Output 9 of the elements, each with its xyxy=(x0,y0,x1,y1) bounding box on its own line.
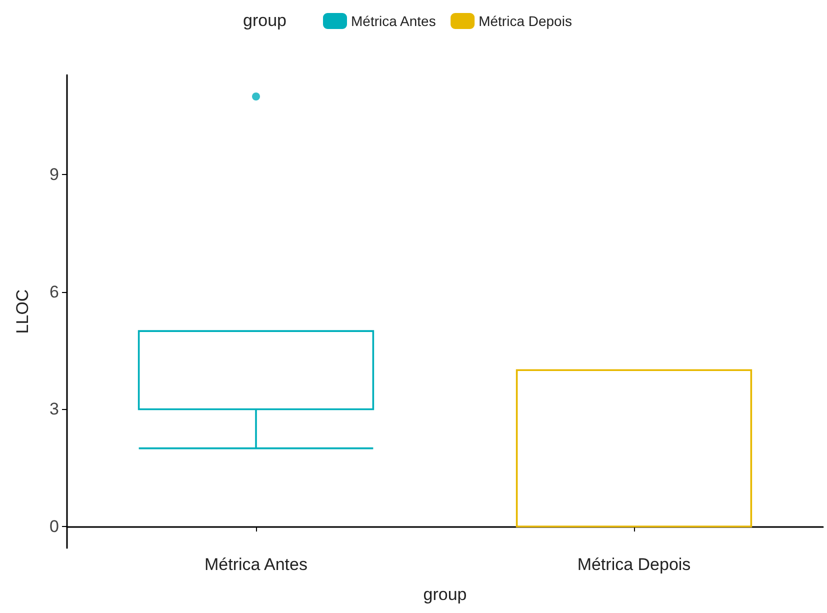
y-tick-label: 6 xyxy=(50,282,59,302)
y-tick-label: 0 xyxy=(50,517,59,536)
legend-title: group xyxy=(243,11,286,30)
legend-label: Métrica Antes xyxy=(351,13,436,29)
y-axis-title: LLOC xyxy=(13,289,32,334)
legend-label: Métrica Depois xyxy=(478,13,572,29)
x-axis-title: group xyxy=(423,585,467,604)
y-tick-label: 9 xyxy=(50,165,59,184)
y-tick-label: 3 xyxy=(50,400,59,419)
